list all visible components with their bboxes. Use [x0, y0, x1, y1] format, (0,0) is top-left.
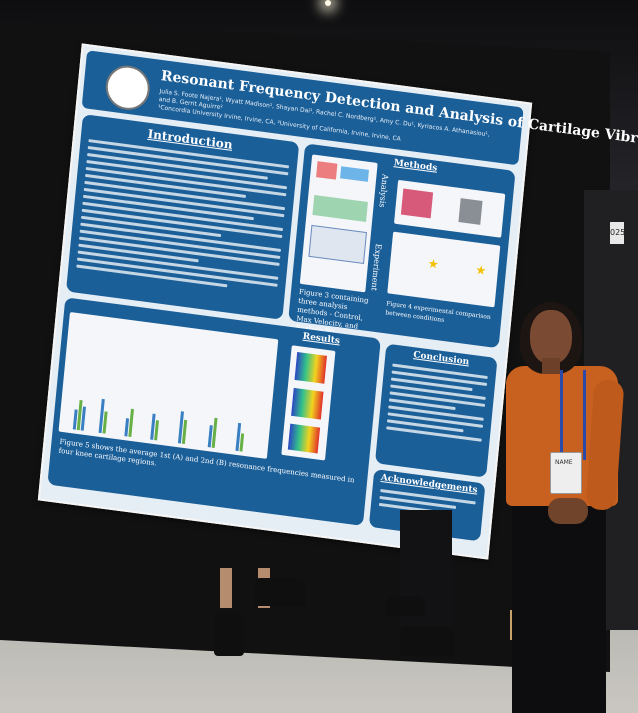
introduction-text: [76, 139, 290, 294]
conclusion-box: Conclusion: [374, 343, 498, 478]
analysis-label: Analysis: [377, 173, 390, 209]
research-poster: Resonant Frequency Detection and Analysi…: [37, 43, 638, 560]
visitor-shoe: [400, 626, 454, 656]
figure-4-image: [387, 231, 501, 308]
badge-text: NAME: [555, 459, 573, 466]
lanyard: [560, 370, 586, 460]
conclusion-text: [386, 363, 488, 442]
methods-box: Methods Figure 3 containing three analys…: [288, 143, 516, 349]
experiment-label: Experiment: [369, 243, 383, 292]
heatmap-figures: [281, 345, 336, 461]
figure-5-chart: [58, 312, 279, 459]
presenter-hands: [548, 498, 588, 524]
name-badge: NAME: [550, 452, 582, 494]
booth-number: 025: [610, 222, 625, 244]
visitor-legs: [214, 568, 306, 658]
introduction-box: Introduction: [65, 114, 300, 320]
results-box: Results: [47, 297, 381, 526]
presenter-neck: [542, 358, 560, 374]
apparatus-image: [393, 179, 506, 238]
ceiling-light: [325, 0, 331, 6]
presenter-face: [530, 310, 572, 364]
figure-3-image: [299, 154, 378, 293]
university-seal-icon: [103, 62, 152, 113]
presenter-pants: [512, 500, 606, 713]
visitor-shoe: [386, 596, 426, 616]
